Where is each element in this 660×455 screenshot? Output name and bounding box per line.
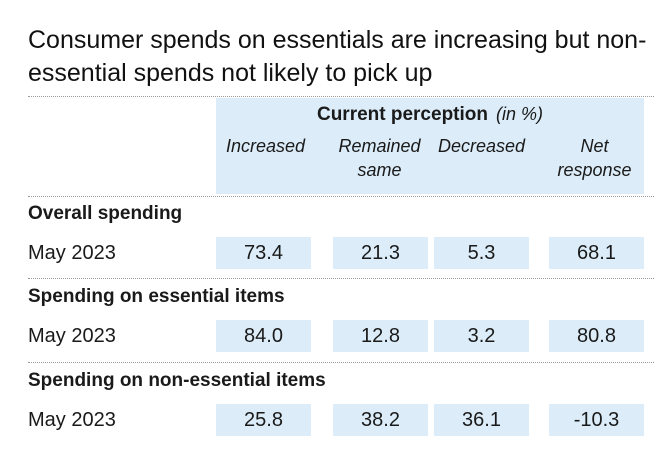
value-cell: 5.3 [434, 237, 529, 269]
value-cell: 38.2 [333, 404, 428, 436]
row-label: May 2023 [28, 409, 116, 431]
header-divider [28, 196, 654, 197]
value-cell: -10.3 [549, 404, 644, 436]
value-cell: 68.1 [549, 237, 644, 269]
column-header-decreased: Decreased [437, 136, 526, 156]
section-title: Spending on essential items [28, 286, 285, 307]
value-cell: 25.8 [216, 404, 311, 436]
title-divider [28, 96, 654, 97]
header-group-label: Current perception [316, 104, 488, 125]
column-header-net-response: Net response [557, 136, 632, 180]
chart-title: Consumer spends on essentials are increa… [28, 26, 647, 87]
header-background [216, 98, 644, 194]
value-cell: 12.8 [333, 320, 428, 352]
section-divider [28, 278, 654, 279]
unit-label: (in %) [496, 104, 544, 124]
row-label: May 2023 [28, 242, 116, 264]
header-group: Current perception (in %) [216, 100, 644, 129]
value-cell: 21.3 [333, 237, 428, 269]
value-cell: 80.8 [549, 320, 644, 352]
column-header-remained-same: Remained same [338, 136, 421, 180]
row-label: May 2023 [28, 325, 116, 347]
section-title: Overall spending [28, 203, 183, 224]
value-cell: 73.4 [216, 237, 311, 269]
value-cell: 84.0 [216, 320, 311, 352]
section-divider [28, 362, 654, 363]
section-title: Spending on non-essential items [28, 370, 326, 391]
value-cell: 36.1 [434, 404, 529, 436]
value-cell: 3.2 [434, 320, 529, 352]
column-header-increased: Increased [225, 136, 306, 156]
